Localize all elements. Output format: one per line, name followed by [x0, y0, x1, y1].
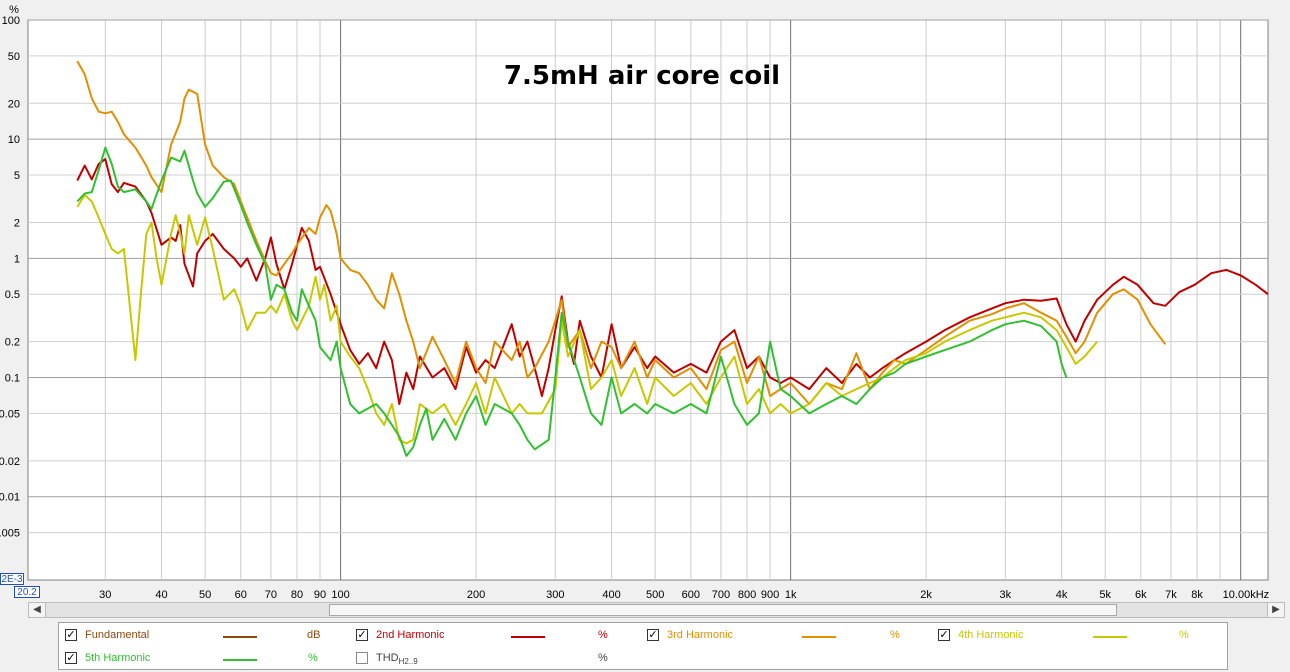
scroll-left-button[interactable]: ◀	[29, 603, 46, 617]
2nd-harmonic-checkbox[interactable]: ✓	[356, 629, 368, 641]
x-tick-label: 500	[646, 589, 664, 600]
x-lower-limit-box[interactable]: 20.2	[14, 586, 40, 598]
x-tick-label: 400	[602, 589, 620, 600]
y-tick-label: 20	[8, 98, 20, 110]
legend-label: 2nd Harmonic	[376, 629, 445, 641]
legend-fundamental[interactable]: ✓ Fundamental dB	[65, 626, 355, 646]
legend-unit: %	[1179, 629, 1189, 641]
x-tick-label: 300	[546, 589, 564, 600]
y-tick-label: 50	[8, 51, 20, 63]
x-tick-label: 10.00kHz	[1223, 589, 1269, 600]
legend-thd[interactable]: THDH2..9 %	[356, 649, 646, 669]
legend-unit: dB	[307, 629, 321, 641]
legend-swatch	[223, 636, 257, 638]
x-tick-label: 900	[761, 589, 779, 600]
y-tick-label: 5	[14, 170, 20, 182]
5th-harmonic-checkbox[interactable]: ✓	[65, 652, 77, 664]
x-tick-label: 200	[467, 589, 485, 600]
x-tick-label: 70	[265, 589, 277, 600]
y-tick-label: 0.01	[0, 492, 20, 504]
fundamental-checkbox[interactable]: ✓	[65, 629, 77, 641]
series-line-5th-harmonic	[76, 146, 1068, 457]
legend-label: 5th Harmonic	[85, 652, 151, 664]
legend-label: 4th Harmonic	[958, 629, 1024, 641]
legend-4th-harmonic[interactable]: ✓ 4th Harmonic %	[938, 626, 1228, 646]
x-tick-label: 90	[314, 589, 326, 600]
legend-5th-harmonic[interactable]: ✓ 5th Harmonic %	[65, 649, 355, 669]
x-tick-label: 5k	[1099, 589, 1111, 600]
y-tick-label: 0.02	[0, 456, 20, 468]
legend-panel: ✓ Fundamental dB ✓ 2nd Harmonic % ✓ 3rd …	[58, 622, 1228, 670]
x-tick-label: 600	[682, 589, 700, 600]
y-tick-label: 2	[14, 217, 20, 229]
thd-label: THD	[376, 652, 399, 664]
scroll-thumb[interactable]	[329, 604, 1117, 616]
thd-checkbox[interactable]	[356, 652, 368, 664]
4th-harmonic-checkbox[interactable]: ✓	[938, 629, 950, 641]
x-tick-label: 80	[291, 589, 303, 600]
x-tick-label: 8k	[1191, 589, 1203, 600]
x-tick-label: 60	[235, 589, 247, 600]
legend-swatch	[511, 636, 545, 638]
legend-3rd-harmonic[interactable]: ✓ 3rd Harmonic %	[647, 626, 937, 646]
3rd-harmonic-checkbox[interactable]: ✓	[647, 629, 659, 641]
legend-unit: %	[598, 629, 608, 641]
scroll-right-button[interactable]: ▶	[1267, 603, 1284, 617]
y-tick-label: 0.05	[0, 408, 20, 420]
x-tick-label: 40	[155, 589, 167, 600]
x-tick-label: 50	[199, 589, 211, 600]
y-tick-label: 0.1	[5, 373, 20, 385]
x-tick-label: 1k	[785, 589, 797, 600]
x-tick-label: 2k	[920, 589, 932, 600]
x-tick-label: 800	[738, 589, 756, 600]
y-unit-label: %	[9, 4, 19, 16]
legend-unit: %	[598, 652, 608, 664]
x-tick-label: 700	[712, 589, 730, 600]
y-lower-limit-box[interactable]: 2E-3	[0, 573, 24, 585]
legend-2nd-harmonic[interactable]: ✓ 2nd Harmonic %	[356, 626, 646, 646]
y-tick-label: 0.2	[5, 337, 20, 349]
x-tick-label: 100	[331, 589, 349, 600]
legend-unit: %	[890, 629, 900, 641]
chart-title: 7.5mH air core coil	[504, 61, 780, 91]
legend-swatch	[1093, 636, 1127, 638]
legend-unit: %	[308, 652, 318, 664]
x-tick-label: 4k	[1056, 589, 1068, 600]
y-tick-label: 10	[8, 134, 20, 146]
legend-label: THDH2..9	[376, 652, 418, 666]
distortion-chart[interactable]: 30 40 50 60 70 80 90 100 200 300 400 500 600 700 800 90…	[0, 0, 1290, 600]
x-tick-label: 7k	[1165, 589, 1177, 600]
horizontal-scrollbar[interactable]: ◀ ▶	[28, 602, 1285, 618]
legend-swatch	[802, 636, 836, 638]
y-tick-label: 100	[2, 15, 20, 27]
x-tick-label: 6k	[1135, 589, 1147, 600]
thd-subscript: H2..9	[398, 657, 418, 667]
y-tick-label: 0.005	[0, 528, 20, 540]
legend-label: 3rd Harmonic	[667, 629, 734, 641]
legend-label: Fundamental	[85, 629, 150, 641]
x-tick-label: 30	[99, 589, 111, 600]
y-tick-label: 0.5	[5, 289, 20, 301]
y-tick-label: 1	[14, 253, 20, 265]
x-tick-label: 3k	[1000, 589, 1012, 600]
legend-swatch	[223, 659, 257, 661]
plot-area	[27, 19, 1269, 581]
